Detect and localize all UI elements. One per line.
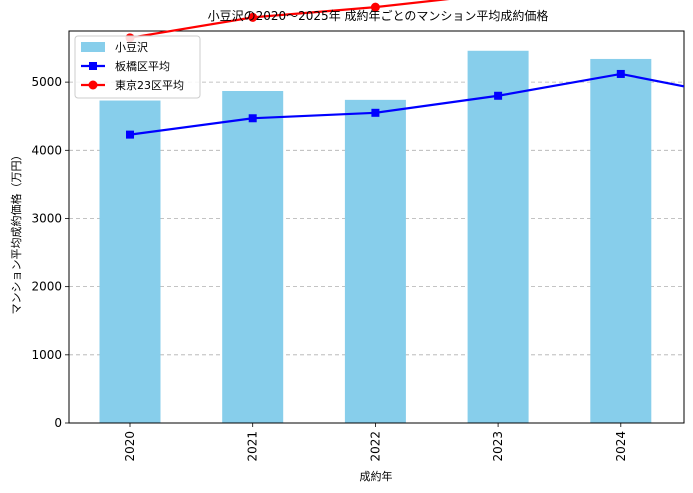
line-series-group	[125, 0, 684, 139]
bar-2024	[590, 58, 652, 424]
chart-title: 小豆沢の2020〜2025年 成約年ごとのマンション平均成約価格	[208, 8, 549, 23]
point-板橋区平均-2022	[371, 108, 380, 117]
x-tick-label: 2021	[246, 431, 260, 462]
point-東京23区平均-2021	[248, 12, 258, 22]
point-板橋区平均-2023	[494, 91, 503, 100]
bar-2023	[467, 50, 529, 423]
bar-2020	[99, 100, 161, 424]
legend-label-小豆沢: 小豆沢	[115, 40, 148, 54]
y-tick-label: 1000	[31, 348, 62, 362]
point-板橋区平均-2021	[248, 114, 257, 123]
y-tick-label: 2000	[31, 280, 62, 294]
line-板橋区平均	[129, 72, 684, 136]
y-tick-label: 3000	[31, 211, 62, 225]
x-tick-label: 2022	[368, 431, 382, 462]
legend-label-板橋区平均: 板橋区平均	[115, 59, 170, 73]
legend-marker-板橋区平均	[89, 62, 97, 70]
plot-frame	[68, 30, 685, 424]
y-axis-label: マンション平均成約価格（万円）	[9, 150, 23, 315]
x-axis-label: 成約年	[360, 469, 393, 483]
bar-2021	[222, 90, 284, 423]
legend-box	[74, 35, 201, 99]
x-tick-label: 2020	[123, 431, 137, 462]
lines	[125, 0, 684, 139]
legend-marker-東京23区平均	[88, 80, 98, 90]
x-tick-label: 2024	[614, 431, 628, 462]
bar-2022	[344, 99, 406, 423]
point-東京23区平均-2022	[370, 2, 380, 12]
y-tick-label: 5000	[31, 75, 62, 89]
y-tick-label: 0	[54, 416, 62, 430]
point-板橋区平均-2020	[126, 130, 134, 139]
axes: 0 1000 2000 3000 4000 5000 2020 2021 2022 2023 202…	[31, 30, 685, 462]
point-板橋区平均-2024	[616, 69, 625, 78]
y-tick-label: 4000	[31, 143, 62, 157]
legend-swatch-小豆沢	[81, 42, 105, 52]
x-tick-label: 2023	[491, 431, 505, 462]
bars	[99, 50, 652, 424]
legend-label-東京23区平均: 東京23区平均	[115, 78, 184, 92]
